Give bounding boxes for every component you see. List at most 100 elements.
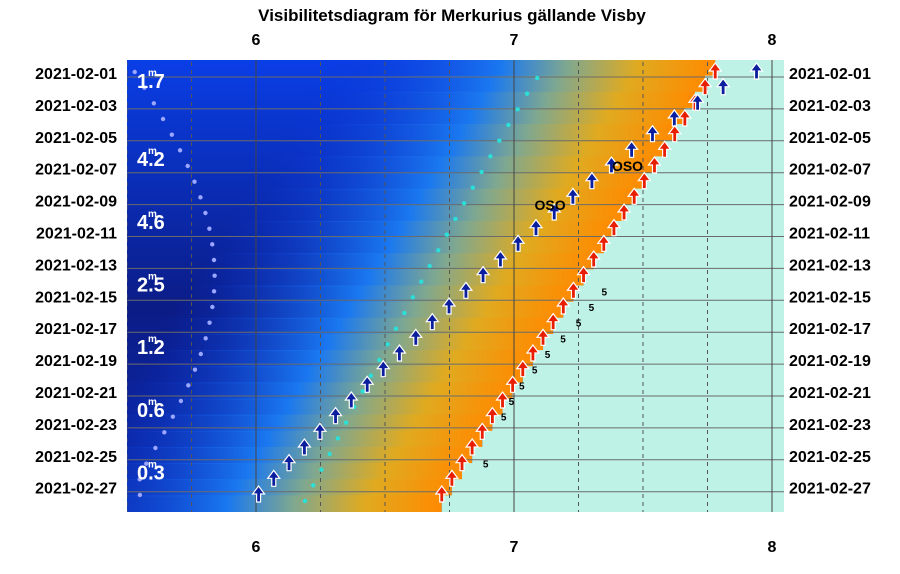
x-tick-label-top: 8 bbox=[768, 32, 777, 49]
magnitude-label: 4.6 bbox=[137, 212, 165, 234]
magnitude-label: 1.2 bbox=[137, 337, 165, 359]
daylight-band bbox=[573, 285, 784, 303]
mercury-arrow bbox=[251, 485, 266, 503]
mercury-arrow bbox=[376, 359, 391, 378]
magnitude-label: 0.3 bbox=[137, 463, 165, 485]
twilight-band bbox=[173, 301, 564, 319]
sun-arrow bbox=[637, 171, 652, 190]
dot-line-1-point bbox=[132, 69, 137, 75]
mercury-arrow bbox=[458, 281, 474, 299]
daylight-band bbox=[593, 253, 784, 271]
five-label: 5 bbox=[545, 350, 551, 361]
five-label: 5 bbox=[576, 319, 582, 330]
twilight-band bbox=[193, 269, 584, 287]
sun-arrow bbox=[515, 359, 530, 378]
magnitude-unit: m bbox=[148, 68, 157, 79]
daylight-band bbox=[482, 430, 784, 448]
twilight-band bbox=[127, 495, 442, 512]
dot-line-2-point bbox=[488, 154, 493, 159]
daylight-band bbox=[512, 382, 784, 400]
twilight-band bbox=[183, 285, 574, 303]
dot-line-1-point bbox=[151, 101, 157, 106]
mercury-arrow bbox=[441, 297, 457, 315]
date-labels: 2021-02-01 2021-02-01 2021-02-03 2021-02-03… bbox=[35, 66, 871, 498]
twilight-band bbox=[223, 220, 614, 239]
magnitude-unit: m bbox=[148, 146, 157, 157]
date-label-right: 2021-02-15 bbox=[789, 289, 871, 306]
dot-line-2-point bbox=[524, 91, 530, 96]
dot-line-2-point bbox=[377, 357, 382, 363]
mercury-arrow bbox=[510, 234, 526, 252]
date-label-left: 2021-02-13 bbox=[35, 257, 117, 274]
annotations: 1.7m4.2m4.6m2.5m1.2m0.6m0.3mOSOOSO555555… bbox=[137, 68, 643, 485]
sun-arrow bbox=[505, 375, 520, 393]
sun-arrow bbox=[596, 234, 612, 252]
twilight-band bbox=[254, 172, 645, 190]
horizontal-gridlines bbox=[127, 76, 784, 493]
magnitude-unit: m bbox=[148, 334, 157, 345]
mercury-arrow bbox=[425, 312, 440, 331]
date-label-left: 2021-02-25 bbox=[35, 449, 117, 466]
twilight-band bbox=[127, 398, 503, 416]
sun-arrow bbox=[708, 62, 723, 80]
twilight-bands bbox=[127, 60, 784, 512]
sun-arrow bbox=[657, 140, 672, 158]
dot-line-2-point bbox=[335, 436, 341, 441]
dot-line-2-point bbox=[402, 310, 407, 316]
sun-arrow bbox=[576, 265, 591, 284]
date-label-right: 2021-02-23 bbox=[789, 417, 871, 434]
daylight-band bbox=[472, 446, 784, 465]
five-label: 5 bbox=[532, 366, 538, 377]
twilight-band bbox=[325, 60, 716, 77]
dot-line-1-point bbox=[210, 304, 215, 310]
sun-arrow bbox=[556, 297, 571, 315]
sun-arrow bbox=[566, 281, 581, 299]
date-label-right: 2021-02-01 bbox=[789, 66, 871, 83]
sun-arrow bbox=[586, 250, 601, 268]
dot-line-1-point bbox=[198, 351, 203, 357]
sun-arrow bbox=[545, 312, 561, 331]
date-label-left: 2021-02-15 bbox=[35, 289, 117, 306]
twilight-band bbox=[274, 140, 665, 158]
date-label-right: 2021-02-25 bbox=[789, 449, 871, 466]
magnitude-label: 4.2 bbox=[137, 149, 165, 171]
sun-arrow bbox=[485, 406, 500, 425]
twilight-band bbox=[127, 430, 483, 448]
dot-line-2-point bbox=[470, 185, 476, 190]
daylight-band bbox=[553, 317, 784, 335]
dot-line-2-point bbox=[310, 483, 316, 488]
twilight-band bbox=[264, 156, 655, 174]
sun-arrow bbox=[667, 124, 682, 143]
daylight-band bbox=[694, 91, 784, 109]
date-label-right: 2021-02-11 bbox=[789, 226, 870, 243]
mercury-arrow bbox=[281, 453, 297, 472]
dot-line-1-point bbox=[198, 195, 203, 200]
dot-line-2-point bbox=[497, 138, 502, 143]
sun-arrow bbox=[454, 453, 470, 472]
dot-line-1-point bbox=[178, 398, 184, 404]
dot-line-1-point bbox=[192, 367, 198, 372]
date-label-left: 2021-02-05 bbox=[35, 130, 117, 147]
twilight-band bbox=[294, 107, 685, 126]
sun-arrow bbox=[647, 156, 662, 174]
dot-line-1-point bbox=[203, 336, 208, 341]
dot-line-1-point bbox=[177, 148, 183, 153]
dot-line-2-point bbox=[515, 107, 520, 112]
magnitude-unit: m bbox=[148, 460, 157, 471]
mercury-arrow bbox=[749, 62, 764, 80]
dot-line-1-point bbox=[207, 320, 212, 325]
five-label: 5 bbox=[519, 381, 525, 392]
dot-line-1-point bbox=[211, 257, 217, 263]
sun-arrow bbox=[616, 203, 632, 221]
vertical-gridlines bbox=[127, 60, 773, 512]
dot-line-1-point bbox=[142, 85, 147, 90]
mercury-arrow bbox=[690, 93, 705, 111]
mercury-arrow bbox=[297, 438, 312, 456]
dot-line-2-point bbox=[479, 169, 484, 175]
dot-line-2-point bbox=[360, 389, 365, 394]
mercury-arrow bbox=[475, 265, 491, 284]
daylight-band bbox=[664, 140, 784, 158]
mercury-arrow bbox=[328, 406, 343, 425]
x-tick-label-bottom: 7 bbox=[510, 539, 519, 556]
daylight-band bbox=[543, 333, 784, 352]
